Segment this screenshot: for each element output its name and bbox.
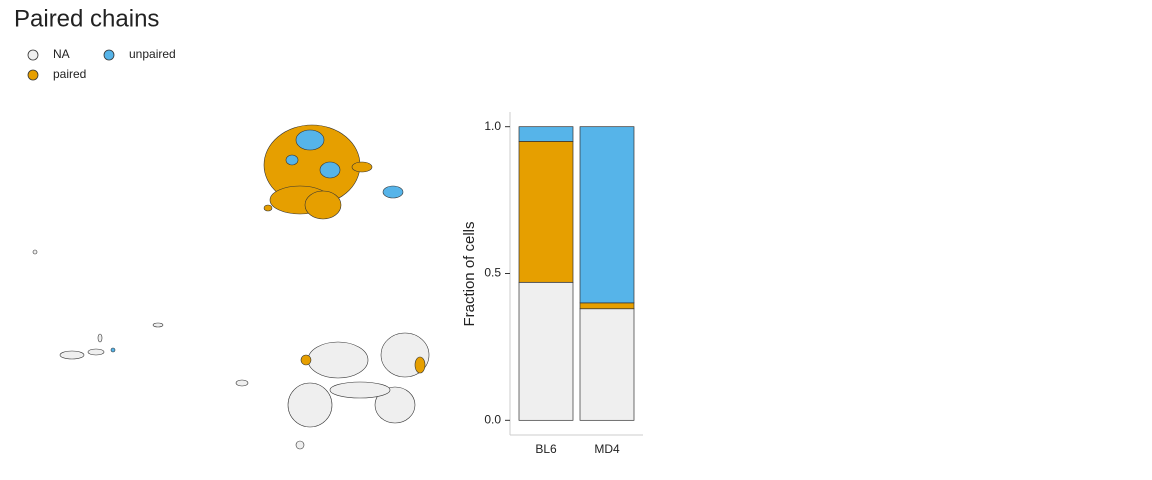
y-axis-label: Fraction of cells xyxy=(461,221,478,326)
bar-segment xyxy=(518,126,574,142)
y-tick-label: 0.5 xyxy=(484,266,501,280)
chart-title: Paired chains xyxy=(14,5,159,32)
umap-embedding xyxy=(32,124,430,450)
bar-segment xyxy=(579,126,635,304)
y-tick-label: 1.0 xyxy=(484,119,501,133)
y-tick-label: 0.0 xyxy=(484,412,501,426)
legend-swatch xyxy=(27,49,39,61)
bar-segment xyxy=(518,141,574,283)
bar-segment xyxy=(518,281,574,421)
legend-label: unpaired xyxy=(129,47,176,61)
bar-segment xyxy=(579,302,635,310)
legend-swatch xyxy=(103,49,115,61)
legend-label: NA xyxy=(53,47,70,61)
x-tick-label: BL6 xyxy=(535,442,557,456)
x-tick-label: MD4 xyxy=(594,442,620,456)
legend-label: paired xyxy=(53,67,86,81)
legend-swatch xyxy=(27,69,39,81)
bar-segment xyxy=(579,308,635,421)
